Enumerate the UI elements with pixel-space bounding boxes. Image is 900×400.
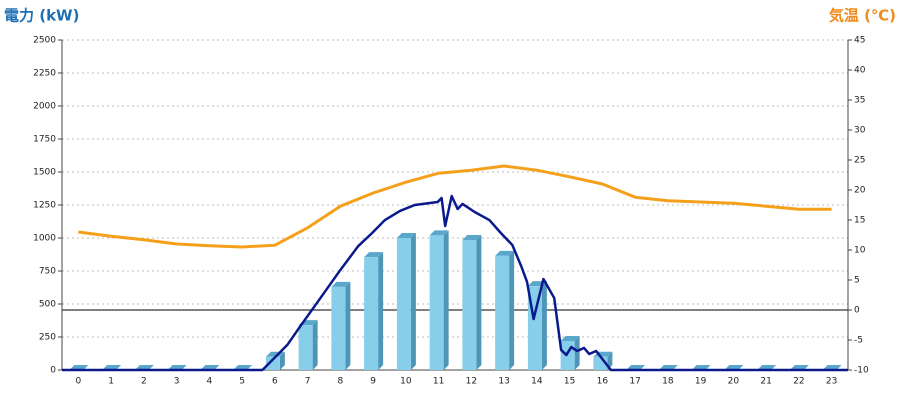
y-tick-label: 500 (39, 300, 56, 310)
y-axis-title: 電力 (kW) (4, 7, 79, 25)
y2-tick-label: 15 (854, 216, 865, 226)
y-tick-label: 2000 (33, 102, 56, 112)
y-tick-label: 2500 (33, 36, 56, 46)
y2-tick-label: 10 (854, 246, 866, 256)
x-tick-label: 6 (272, 377, 278, 387)
bar-side (279, 351, 285, 370)
y2-tick-label: 45 (854, 36, 865, 46)
y2-tick-label: 30 (854, 126, 866, 136)
bar-top (495, 250, 515, 256)
bar-top (429, 230, 449, 236)
y2-tick-label: -10 (854, 366, 869, 376)
bar (364, 257, 379, 370)
x-tick-label: 11 (433, 377, 444, 387)
y-tick-label: 1000 (33, 234, 56, 244)
bar (298, 325, 313, 370)
bar-side (541, 281, 547, 370)
x-tick-label: 23 (826, 377, 837, 387)
x-tick-label: 0 (76, 377, 82, 387)
x-tick-label: 4 (207, 377, 213, 387)
x-tick-label: 14 (531, 377, 543, 387)
x-tick-label: 1 (108, 377, 114, 387)
y2-tick-label: 0 (854, 306, 860, 316)
bar (560, 340, 575, 370)
bar-top (364, 252, 384, 258)
bar-side (312, 320, 318, 370)
y-tick-label: 0 (50, 366, 56, 376)
bar (429, 235, 444, 370)
bar-side (574, 335, 580, 370)
x-tick-label: 20 (728, 377, 740, 387)
y2-tick-label: 35 (854, 96, 865, 106)
y-tick-label: 1250 (33, 201, 56, 211)
bar-top (331, 281, 351, 287)
bar-top (560, 335, 580, 341)
y-tick-label: 1750 (33, 135, 56, 145)
x-tick-label: 9 (370, 377, 376, 387)
y-tick-label: 2250 (33, 69, 56, 79)
x-tick-label: 5 (239, 377, 245, 387)
bar-top (462, 234, 482, 240)
y2-tick-label: 5 (854, 276, 860, 286)
bar (396, 238, 411, 370)
y-tick-label: 1500 (33, 168, 56, 178)
x-tick-label: 10 (400, 377, 412, 387)
line (78, 164, 832, 249)
x-tick-label: 8 (338, 377, 344, 387)
bar (331, 286, 346, 370)
x-tick-label: 13 (498, 377, 509, 387)
bar-side (509, 250, 515, 370)
x-tick-label: 7 (305, 377, 311, 387)
bar-side (443, 230, 449, 370)
y2-tick-label: 40 (854, 66, 866, 76)
x-tick-label: 17 (629, 377, 640, 387)
bar (462, 239, 477, 370)
line (62, 194, 848, 372)
y2-tick-label: -5 (854, 336, 863, 346)
x-tick-label: 15 (564, 377, 575, 387)
y2-tick-label: 20 (854, 186, 866, 196)
y2-tick-label: 25 (854, 156, 865, 166)
x-tick-label: 22 (793, 377, 804, 387)
bar-side (378, 252, 384, 370)
x-tick-label: 12 (466, 377, 477, 387)
x-tick-label: 2 (141, 377, 147, 387)
y-tick-label: 250 (39, 333, 56, 343)
bar-side (345, 281, 351, 370)
x-tick-label: 19 (695, 377, 707, 387)
bar (495, 255, 510, 370)
y-tick-label: 750 (39, 267, 56, 277)
x-tick-label: 18 (662, 377, 674, 387)
bar-side (410, 233, 416, 370)
bar (265, 356, 280, 370)
x-tick-label: 21 (760, 377, 771, 387)
y2-axis-title: 気温 (℃) (829, 7, 896, 25)
x-tick-label: 3 (174, 377, 180, 387)
bar-top (396, 233, 416, 238)
bar-side (476, 234, 482, 370)
x-tick-label: 16 (597, 377, 609, 387)
